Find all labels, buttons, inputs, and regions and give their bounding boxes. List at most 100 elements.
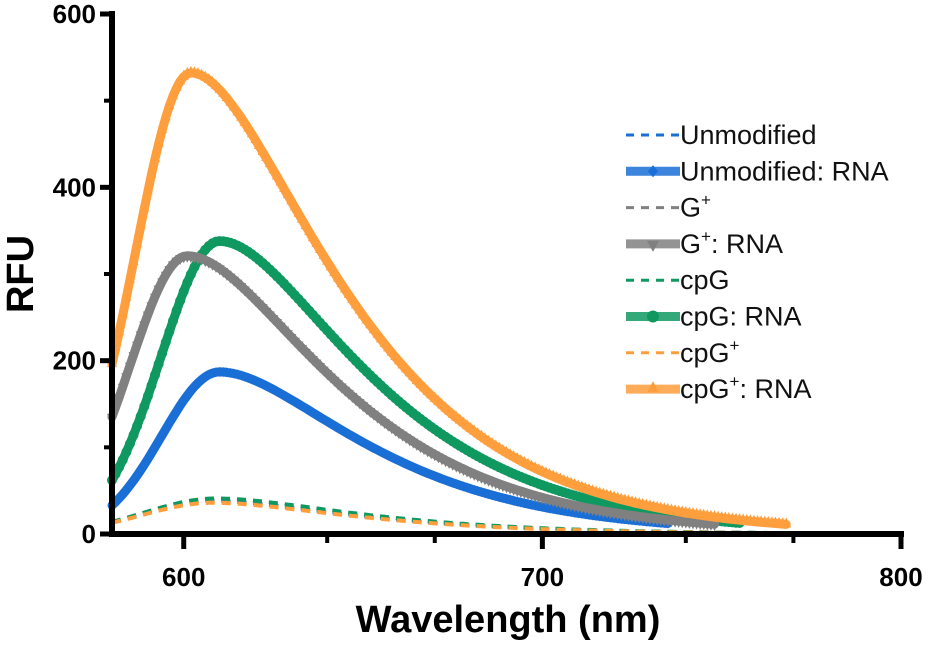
data-point	[300, 218, 311, 229]
data-point	[261, 151, 272, 162]
data-point	[150, 151, 161, 162]
data-point	[121, 447, 132, 458]
data-point	[143, 454, 152, 465]
data-point	[264, 157, 275, 168]
data-point	[282, 188, 293, 199]
y-ticks: 0 200 400 600	[53, 0, 112, 549]
data-point	[160, 271, 171, 282]
data-point	[139, 401, 150, 412]
data-point	[329, 265, 340, 276]
legend-label: Unmodified	[680, 120, 817, 150]
data-point	[172, 406, 181, 417]
data-point	[178, 286, 189, 297]
x-ticks: 600 700 800	[162, 534, 923, 592]
data-point	[340, 282, 351, 293]
data-point	[559, 505, 568, 516]
data-point	[146, 167, 157, 178]
data-point	[157, 122, 168, 133]
data-point	[318, 248, 329, 259]
data-point	[135, 411, 146, 422]
data-point	[275, 175, 286, 186]
data-point	[268, 163, 279, 174]
data-point	[171, 80, 182, 91]
data-point	[164, 98, 175, 109]
data-point	[315, 242, 326, 253]
data-point	[139, 201, 150, 212]
data-point	[311, 237, 322, 248]
data-point	[153, 359, 164, 370]
data-point	[142, 311, 153, 322]
legend-marker	[648, 165, 658, 178]
legend-item: Unmodified	[626, 120, 817, 150]
data-point	[117, 308, 128, 319]
data-point	[142, 391, 153, 402]
data-point	[171, 305, 182, 316]
data-point	[160, 110, 171, 121]
data-point	[164, 326, 175, 337]
data-point	[122, 484, 131, 495]
y-tick-label: 0	[82, 519, 96, 549]
legend-marker	[647, 310, 659, 323]
data-point	[545, 503, 554, 514]
legend-item: cpG: RNA	[626, 302, 802, 332]
y-axis-title: RFU	[0, 235, 42, 313]
legend-label: G+: RNA	[680, 227, 783, 259]
data-point	[185, 269, 196, 280]
legend-label: Unmodified: RNA	[680, 156, 889, 186]
data-point	[114, 324, 125, 335]
legend-marker	[647, 381, 659, 393]
x-tick-label: 800	[879, 562, 922, 592]
data-point	[336, 277, 347, 288]
legend-label: cpG+: RNA	[680, 372, 811, 404]
data-point	[175, 295, 186, 306]
x-tick-label: 700	[521, 562, 564, 592]
data-point	[154, 436, 163, 447]
data-point	[168, 411, 177, 422]
data-point	[124, 273, 135, 284]
data-point	[289, 200, 300, 211]
data-point	[158, 430, 167, 441]
legend-item: cpG+: RNA	[626, 372, 811, 404]
series-g-rna	[107, 251, 720, 532]
legend-label: cpG	[680, 265, 730, 295]
data-point	[132, 420, 143, 431]
data-point	[325, 260, 336, 271]
data-point	[140, 459, 149, 470]
data-point	[251, 375, 260, 386]
data-point	[150, 293, 161, 304]
x-axis-title: Wavelength (nm)	[356, 599, 661, 641]
data-point	[153, 285, 164, 296]
legend-item: Unmodified: RNA	[626, 156, 889, 186]
data-point	[128, 255, 139, 266]
data-point	[279, 181, 290, 192]
data-point	[304, 225, 315, 236]
legend-label: G+	[680, 191, 711, 223]
y-tick-label: 200	[53, 346, 96, 376]
data-point	[132, 341, 143, 352]
data-point	[128, 430, 139, 441]
y-tick-label: 600	[53, 0, 96, 29]
data-point	[286, 194, 297, 205]
data-point	[182, 277, 193, 288]
data-point	[257, 144, 268, 155]
data-point	[124, 438, 135, 449]
data-point	[167, 89, 178, 100]
data-point	[124, 362, 135, 373]
data-point	[160, 337, 171, 348]
data-point	[246, 127, 257, 138]
data-point	[322, 254, 333, 265]
data-point	[236, 110, 247, 121]
data-point	[157, 348, 168, 359]
axes: 0 200 400 600 600 700 800	[53, 0, 923, 592]
data-point	[153, 136, 164, 147]
data-point	[151, 442, 160, 453]
data-point	[157, 278, 168, 289]
legend-item: G+: RNA	[626, 227, 783, 259]
data-point	[117, 454, 128, 465]
data-point	[132, 237, 143, 248]
series-line	[107, 251, 719, 529]
plot-area	[107, 65, 901, 536]
legend-label: cpG+	[680, 336, 740, 368]
data-point	[121, 290, 132, 301]
